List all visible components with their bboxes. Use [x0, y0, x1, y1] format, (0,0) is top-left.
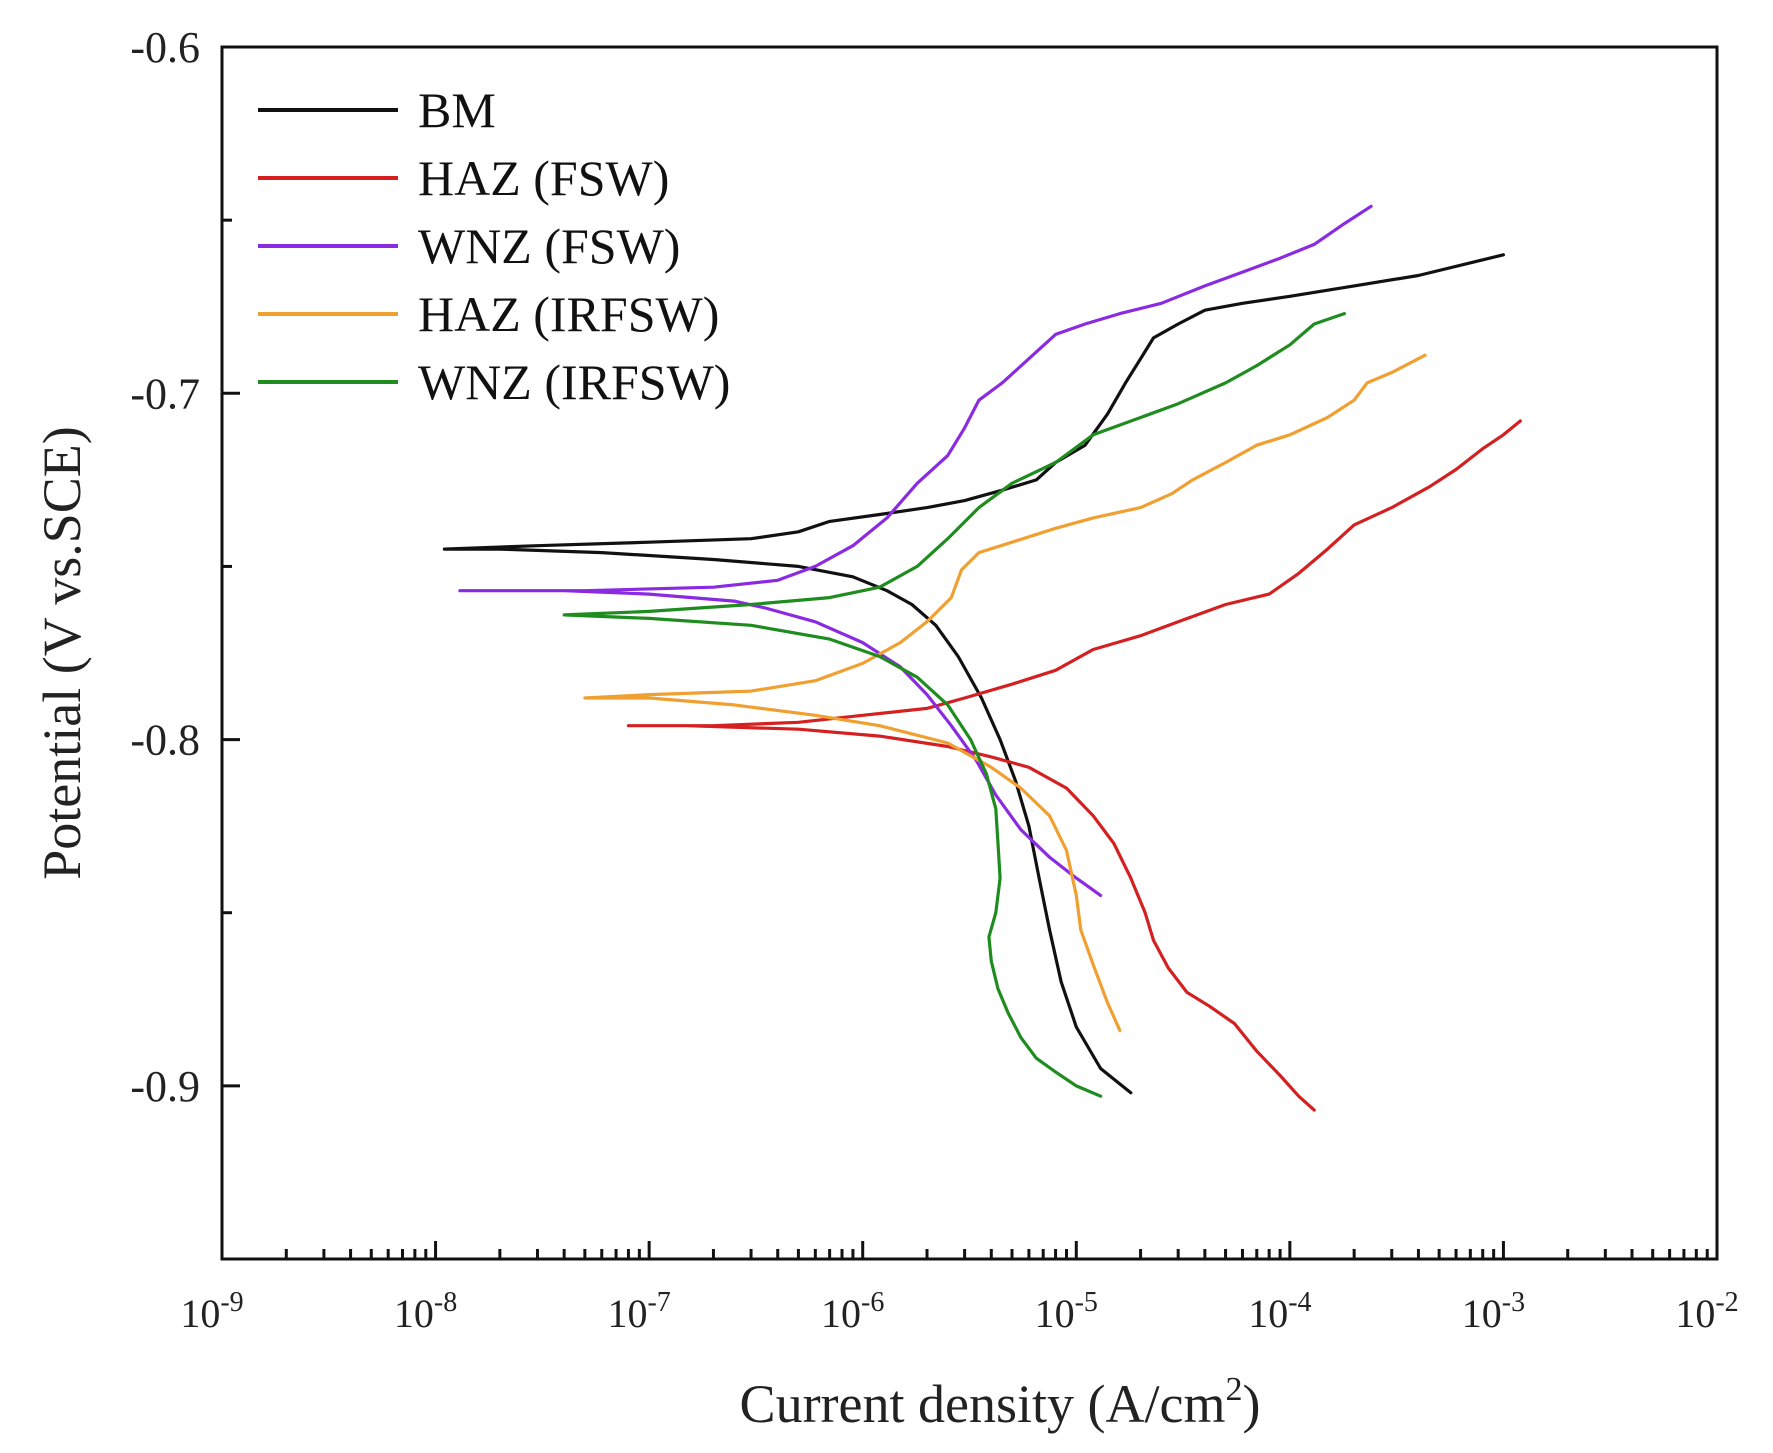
- series-line-haz-irfsw: [583, 353, 1427, 1033]
- legend-label: HAZ (IRFSW): [418, 286, 719, 342]
- x-tick-label: 10-5: [1035, 1287, 1098, 1336]
- legend-label: WNZ (FSW): [418, 218, 680, 274]
- series-line-bm: [442, 253, 1506, 1095]
- x-tick-label: 10-4: [1248, 1287, 1311, 1336]
- legend-label: HAZ (FSW): [418, 150, 669, 206]
- legend: BM HAZ (FSW) WNZ (FSW) HAZ (IRFSW) WNZ (IRFS…: [258, 82, 730, 410]
- x-tick-label: 10-9: [180, 1287, 243, 1336]
- y-tick-label: -0.7: [130, 369, 200, 418]
- series-line-haz-fsw: [626, 419, 1522, 1112]
- x-axis-title: Current density (A/cm2): [740, 1371, 1261, 1434]
- legend-label: WNZ (IRFSW): [418, 354, 730, 410]
- y-tick-label: -0.9: [130, 1062, 200, 1111]
- y-tick-label: -0.8: [130, 716, 200, 765]
- x-tick-label: 10-2: [1675, 1287, 1738, 1336]
- x-tick-label: 10-3: [1462, 1287, 1525, 1336]
- y-tick-label: -0.6: [130, 23, 200, 72]
- legend-label: BM: [418, 82, 496, 138]
- x-tick-labels: 10-9 10-8 10-7 10-6 10-5 10-4 10-3 10-2: [180, 1287, 1738, 1336]
- plot-frame: [220, 45, 1719, 1261]
- series-line-wnz-fsw: [458, 204, 1373, 898]
- y-axis-title: Potential (V vs.SCE): [32, 426, 92, 880]
- x-tick-label: 10-6: [821, 1287, 884, 1336]
- series-line-wnz-irfsw: [562, 312, 1347, 1098]
- x-tick-label: 10-7: [607, 1287, 670, 1336]
- x-tick-label: 10-8: [394, 1287, 457, 1336]
- series-lines: [442, 204, 1522, 1112]
- y-tick-labels: -0.6 -0.7 -0.8 -0.9: [130, 23, 200, 1111]
